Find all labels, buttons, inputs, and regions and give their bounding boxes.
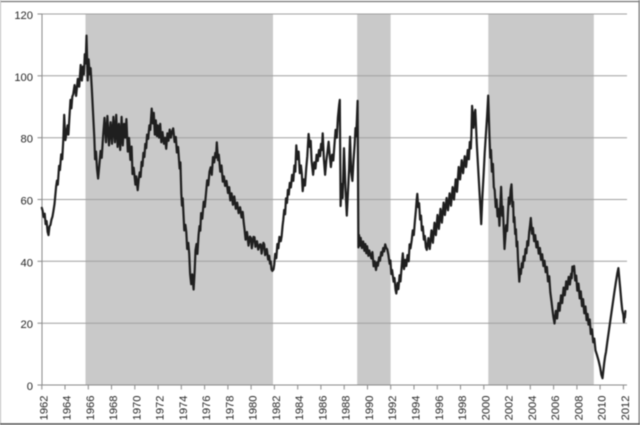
svg-text:60: 60 bbox=[21, 196, 33, 208]
svg-text:2008: 2008 bbox=[573, 396, 585, 421]
svg-text:1986: 1986 bbox=[317, 396, 329, 421]
svg-text:100: 100 bbox=[14, 72, 33, 84]
svg-text:1966: 1966 bbox=[85, 396, 97, 421]
svg-text:2006: 2006 bbox=[550, 396, 562, 421]
svg-text:1972: 1972 bbox=[155, 396, 167, 421]
svg-text:40: 40 bbox=[21, 257, 33, 269]
svg-text:1992: 1992 bbox=[387, 396, 399, 421]
svg-text:2002: 2002 bbox=[504, 395, 516, 420]
svg-text:1996: 1996 bbox=[434, 396, 446, 421]
svg-text:1994: 1994 bbox=[410, 396, 422, 421]
svg-text:1976: 1976 bbox=[201, 396, 213, 421]
svg-text:1988: 1988 bbox=[341, 396, 353, 421]
svg-text:0: 0 bbox=[27, 381, 33, 393]
svg-text:1970: 1970 bbox=[131, 396, 143, 421]
svg-text:1962: 1962 bbox=[38, 396, 50, 421]
svg-text:20: 20 bbox=[21, 319, 33, 331]
svg-text:2012: 2012 bbox=[620, 396, 632, 421]
svg-text:1990: 1990 bbox=[364, 396, 376, 421]
svg-text:1974: 1974 bbox=[178, 396, 190, 421]
svg-text:2004: 2004 bbox=[527, 396, 539, 421]
svg-text:1984: 1984 bbox=[294, 396, 306, 421]
svg-text:1964: 1964 bbox=[61, 396, 73, 421]
svg-text:120: 120 bbox=[14, 10, 33, 22]
svg-text:1968: 1968 bbox=[108, 396, 120, 421]
svg-text:1998: 1998 bbox=[457, 396, 469, 421]
svg-text:1982: 1982 bbox=[271, 396, 283, 421]
svg-text:1978: 1978 bbox=[224, 396, 236, 421]
svg-text:2000: 2000 bbox=[480, 396, 492, 421]
svg-text:80: 80 bbox=[21, 134, 33, 146]
svg-text:1980: 1980 bbox=[248, 396, 260, 421]
svg-text:2010: 2010 bbox=[597, 396, 609, 421]
